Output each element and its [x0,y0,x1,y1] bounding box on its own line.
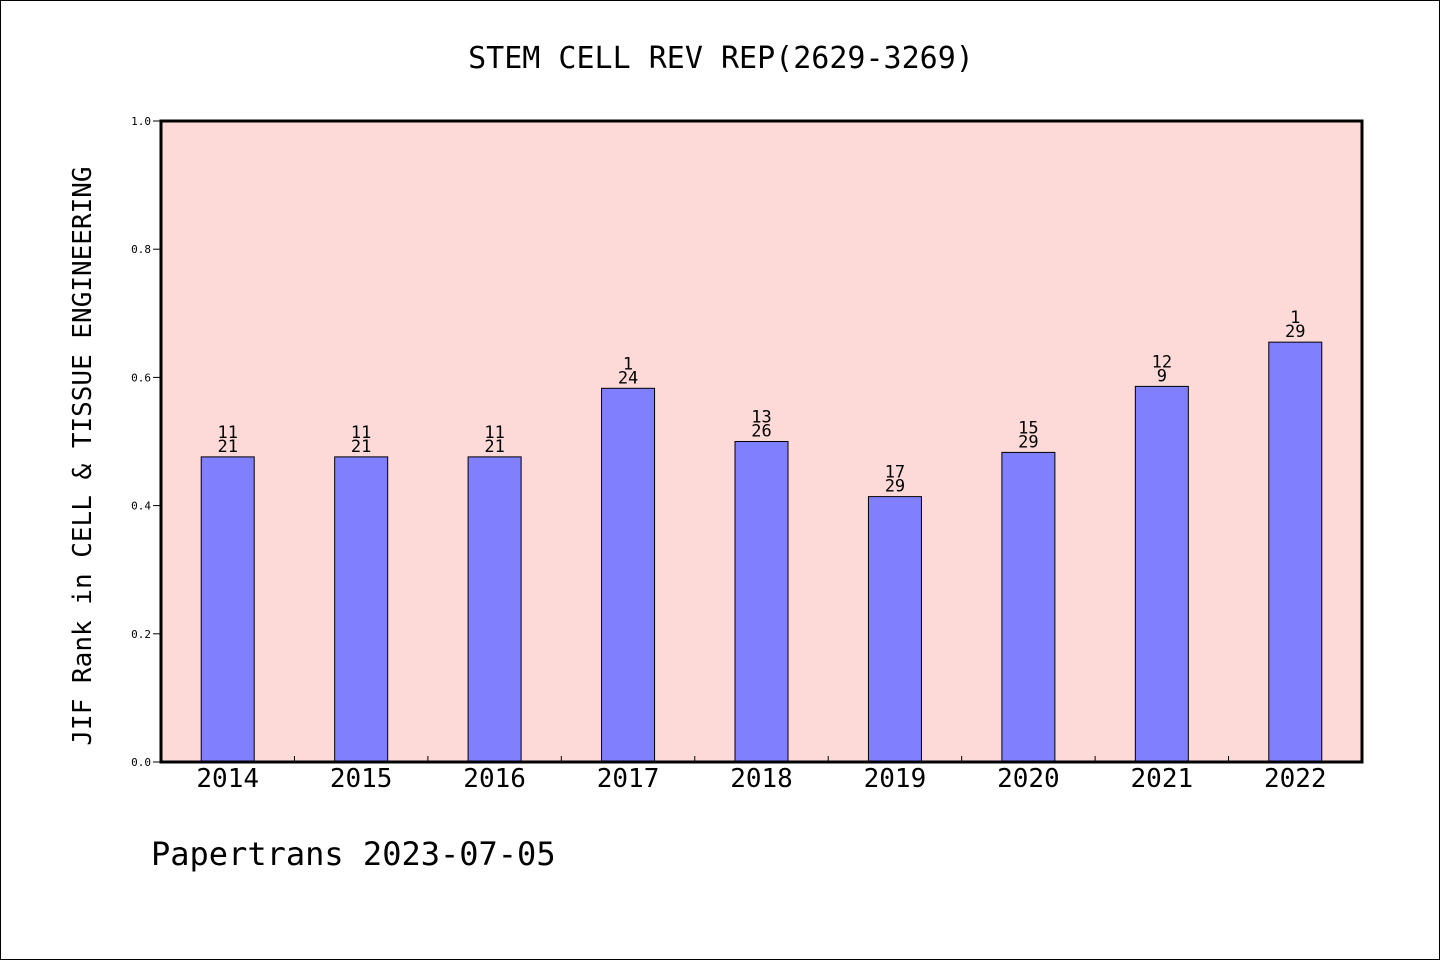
y-axis-label: JIF Rank in CELL & TISSUE ENGINEERING [68,166,98,745]
bar-label-rank-2020: 15 [1018,418,1038,438]
footer-text: Papertrans 2023-07-05 [151,835,556,873]
bar-label-rank-2015: 11 [351,423,371,443]
x-tick-label-2022: 2022 [1264,764,1327,794]
bar-label-rank-2016: 11 [484,423,504,443]
y-tick-label: 1.0 [131,115,151,128]
x-tick-label-2020: 2020 [997,764,1060,794]
bar-2016 [467,456,522,763]
bar-label-total-2021: 9 [1157,366,1167,386]
bar-2015 [334,456,389,763]
bars-group [200,341,1323,763]
x-tick-label-2019: 2019 [864,764,927,794]
bar-label-total-2022: 29 [1285,322,1305,342]
bar-2021 [1134,385,1189,763]
y-axis: 0.0 0.2 0.4 0.6 0.8 1.0 [131,115,161,769]
bar-label-rank-2014: 11 [217,423,237,443]
bar-2020 [1001,451,1056,763]
x-tick-label-2015: 2015 [330,764,393,794]
y-tick-label: 0.4 [131,500,151,513]
bar-label-rank-2018: 13 [751,408,771,428]
y-tick-label: 0.0 [131,756,151,769]
bar-2019 [867,496,922,763]
bar-2014 [200,456,255,763]
x-tick-label-2017: 2017 [597,764,660,794]
bar-2017 [601,387,656,763]
x-tick-label-2018: 2018 [730,764,793,794]
x-tick-label-2016: 2016 [463,764,526,794]
bar-2022 [1268,341,1323,763]
y-tick-label: 0.8 [131,243,151,256]
bar-label-rank-2019: 17 [885,463,905,483]
x-tick-label-2014: 2014 [196,764,259,794]
y-tick-label: 0.6 [131,371,151,384]
bar-label-total-2014: 21 [217,437,237,457]
bar-label-total-2019: 29 [885,477,905,497]
bar-label-total-2020: 29 [1018,432,1038,452]
bar-2018 [734,441,789,763]
x-tick-label-2021: 2021 [1131,764,1194,794]
plot-border [159,119,1364,764]
bar-label-total-2015: 21 [351,437,371,457]
bar-label-total-2017: 24 [618,368,638,388]
bar-label-total-2016: 21 [484,437,504,457]
y-tick-label: 0.2 [131,628,151,641]
bar-label-total-2018: 26 [751,422,771,442]
x-axis: 2014 2015 2016 2017 2018 2019 2020 2021 2022 [196,756,1327,794]
bar-label-rank-2017: 1 [623,354,633,374]
bar-label-rank-2022: 1 [1290,308,1300,328]
chart-title: STEM CELL REV REP(2629-3269) [468,41,974,76]
bar-label-rank-2021: 12 [1152,352,1172,372]
